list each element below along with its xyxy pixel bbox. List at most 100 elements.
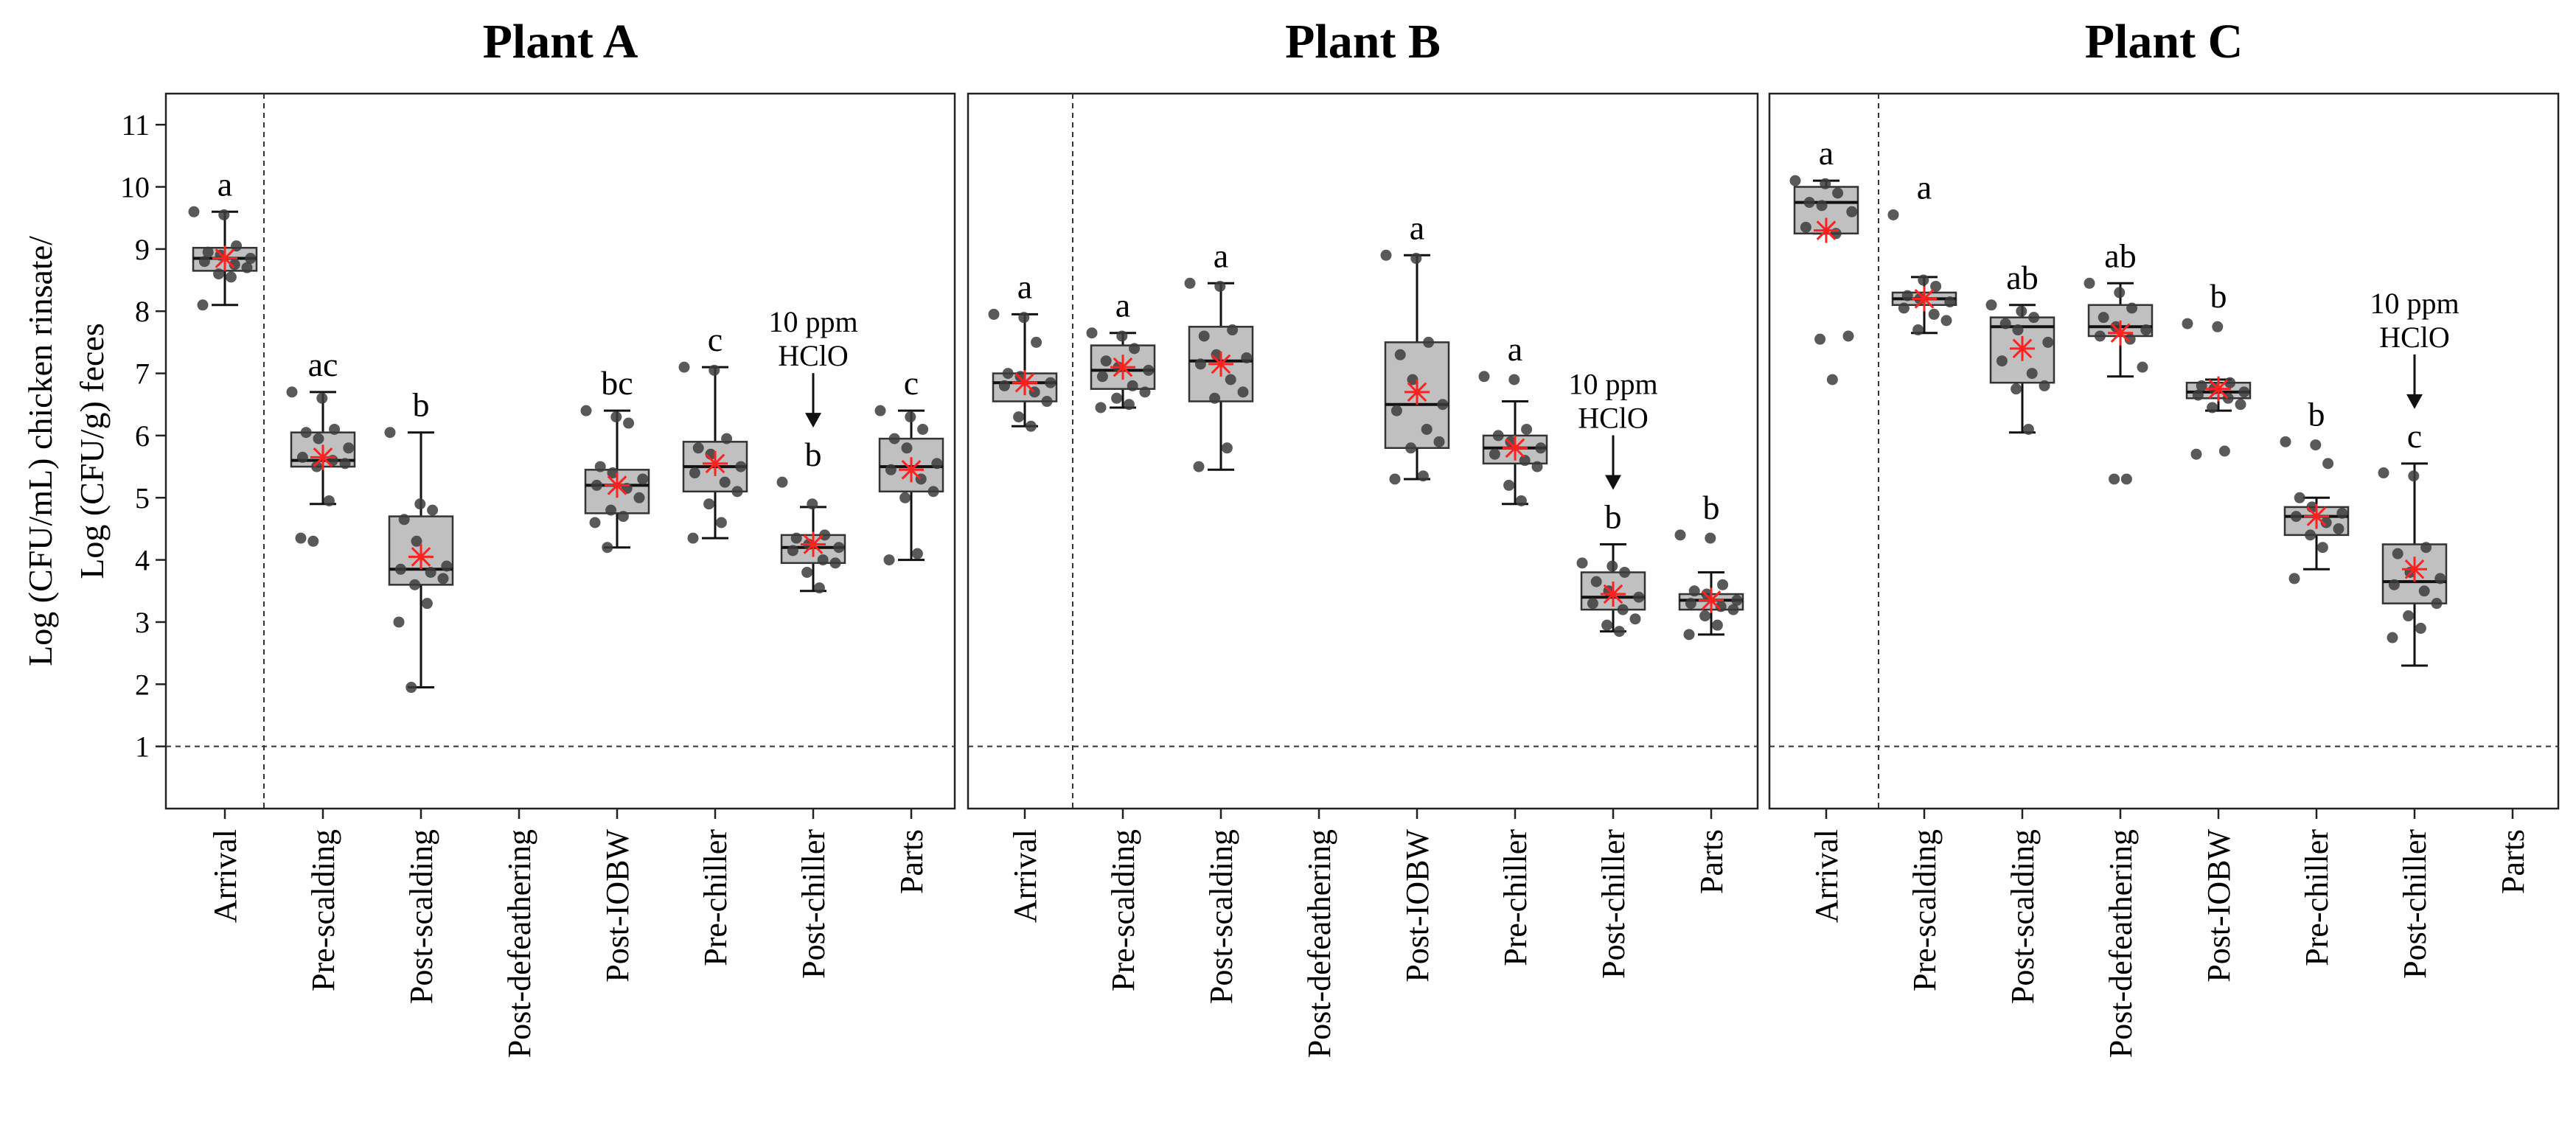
- group-post-chiller: b: [776, 436, 846, 594]
- data-point: [813, 582, 825, 594]
- data-point: [1143, 364, 1155, 376]
- data-point: [1041, 396, 1053, 408]
- data-point: [1789, 175, 1801, 186]
- data-point: [927, 486, 939, 498]
- mean-marker-stroke: [1603, 584, 1623, 604]
- group-post-defeathering: ab: [2084, 237, 2154, 485]
- data-point: [231, 240, 243, 252]
- significance-letter: c: [904, 364, 919, 402]
- y-tick-label: 11: [121, 108, 150, 142]
- data-point: [286, 386, 298, 398]
- data-point: [409, 579, 421, 590]
- data-point: [1930, 280, 1942, 292]
- significance-letter: b: [805, 436, 822, 473]
- data-point: [1701, 588, 1713, 600]
- mean-marker: [212, 245, 237, 271]
- data-point: [1816, 200, 1828, 212]
- significance-letter: a: [1410, 209, 1424, 246]
- mean-marker-stroke: [1407, 382, 1427, 402]
- data-point: [2016, 305, 2027, 317]
- data-point: [1705, 532, 1716, 544]
- x-category-label: Pre-scalding: [1907, 829, 1943, 991]
- data-point: [735, 461, 747, 472]
- mean-marker: [408, 544, 434, 570]
- panel-title: Plant A: [483, 15, 638, 69]
- data-point: [1846, 206, 1858, 217]
- data-point: [1116, 330, 1128, 342]
- data-point: [623, 417, 635, 429]
- data-point: [1194, 358, 1206, 370]
- data-point: [425, 566, 436, 578]
- data-point: [1832, 187, 1844, 199]
- mean-marker-stroke: [607, 475, 627, 495]
- x-category-label: Post-IOBW: [599, 829, 636, 983]
- data-point: [2109, 473, 2120, 485]
- data-point: [1417, 470, 1429, 482]
- x-category-label: Pre-chiller: [1497, 829, 1534, 966]
- data-point: [1139, 386, 1151, 398]
- data-point: [901, 442, 913, 454]
- data-point: [1685, 598, 1696, 610]
- data-point: [1688, 585, 1700, 597]
- data-point: [692, 442, 704, 454]
- data-point: [188, 206, 200, 217]
- y-tick-label: 9: [135, 233, 150, 266]
- x-category-label: Post-IOBW: [2201, 829, 2237, 983]
- mean-marker-stroke: [2306, 506, 2327, 526]
- data-point: [709, 364, 720, 376]
- data-point: [1898, 302, 1910, 314]
- data-point: [1129, 343, 1141, 355]
- mean-marker: [2010, 335, 2035, 361]
- panel-title: Plant C: [2085, 15, 2243, 69]
- group-post-iobw: a: [1380, 209, 1450, 485]
- data-point: [1390, 405, 1402, 416]
- mean-marker: [1912, 286, 1937, 312]
- mean-marker-stroke: [1816, 220, 1837, 240]
- data-point: [316, 392, 328, 404]
- data-point: [2126, 302, 2138, 314]
- mean-marker: [1110, 355, 1135, 380]
- data-point: [1410, 253, 1422, 265]
- data-point: [2418, 585, 2430, 597]
- data-point: [2333, 523, 2344, 534]
- data-point: [1013, 411, 1025, 423]
- data-point: [715, 517, 727, 528]
- group-pre-chiller: c: [678, 321, 748, 544]
- data-point: [1619, 566, 1631, 578]
- mean-marker-stroke: [2404, 559, 2425, 579]
- data-point: [2218, 445, 2230, 457]
- data-point: [307, 535, 319, 547]
- x-category-label: Post-chiller: [796, 829, 832, 979]
- data-point: [2028, 312, 2040, 324]
- data-point: [2196, 380, 2207, 391]
- annotation-line-1: 10 ppm: [2370, 287, 2459, 320]
- mean-marker-stroke: [2208, 379, 2229, 399]
- data-point: [1433, 436, 1445, 447]
- mean-marker-stroke: [215, 248, 235, 268]
- data-point: [1699, 610, 1711, 622]
- data-point: [1421, 423, 1433, 435]
- data-point: [1576, 557, 1588, 569]
- data-point: [1711, 619, 1723, 631]
- mean-marker: [801, 531, 826, 557]
- data-point: [1096, 371, 1108, 383]
- y-tick-label: 7: [135, 357, 150, 391]
- data-point: [833, 542, 845, 554]
- data-point: [1996, 355, 2008, 367]
- group-post-scalding: a: [1184, 237, 1254, 472]
- data-point: [888, 433, 900, 444]
- group-arrival: a: [1789, 134, 1859, 385]
- data-point: [295, 532, 307, 544]
- data-point: [1405, 442, 1417, 454]
- data-point: [594, 461, 606, 472]
- data-point: [1025, 420, 1037, 432]
- data-point: [2408, 470, 2420, 482]
- x-category-label: Arrival: [1007, 829, 1043, 923]
- x-category-label: Arrival: [207, 829, 243, 923]
- box: [1384, 341, 1450, 450]
- data-point: [1389, 473, 1401, 485]
- y-axis-label-group: Log (CFU/mL) chicken rinsate/Log (CFU/g)…: [21, 236, 111, 666]
